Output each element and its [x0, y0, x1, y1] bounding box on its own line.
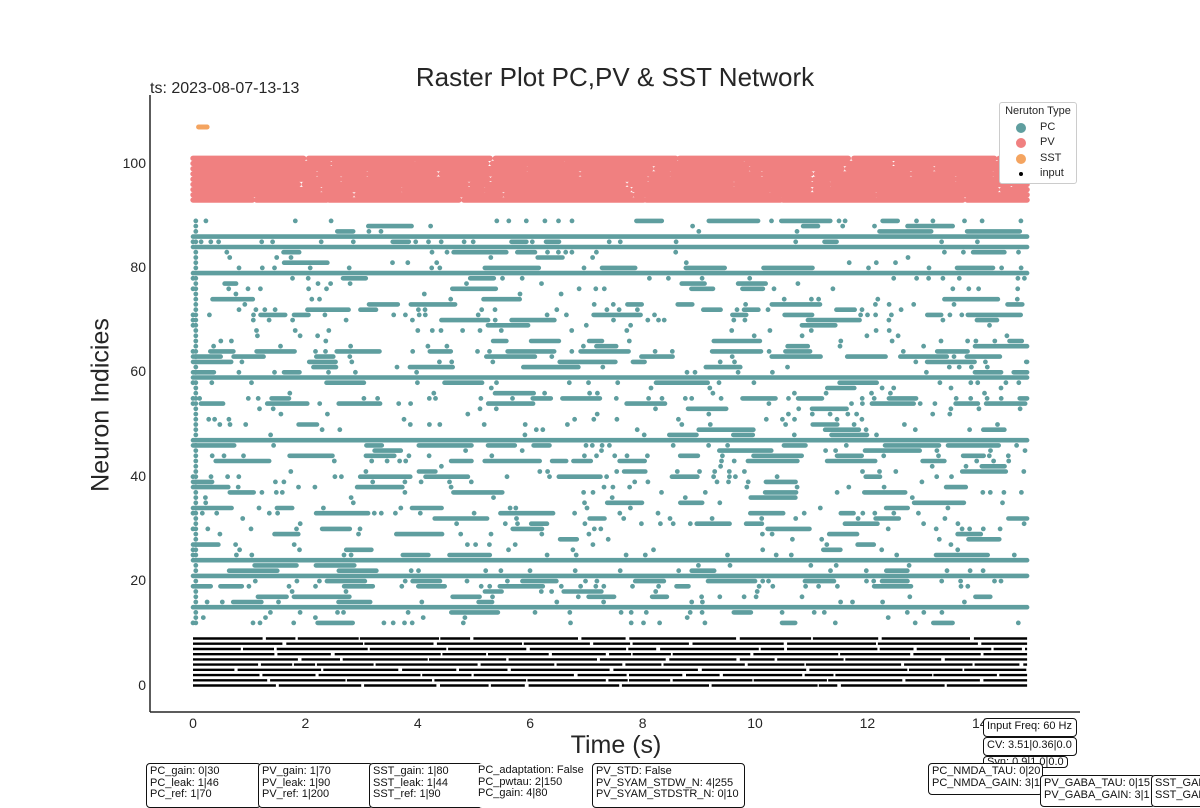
param-line: SST_ref: 1|90	[373, 788, 441, 800]
legend-marker-input	[1019, 172, 1023, 176]
timestamp-label: ts: 2023-08-07-13-13	[150, 80, 300, 97]
param-line: PC_adaptation: False	[478, 764, 584, 776]
param-line: PV_gain: 1|70	[262, 765, 331, 777]
param-line: Syn: 0.9|1.0|0.0	[987, 756, 1064, 768]
legend-title: Neruton Type	[1005, 105, 1071, 117]
y-axis-label: Neuron Indicies	[86, 318, 115, 492]
param-line: SST_GAB	[1155, 777, 1200, 789]
param-line: PC_ref: 1|70	[150, 788, 212, 800]
x-tick-label: 8	[638, 715, 647, 731]
y-tick-label: 40	[130, 467, 146, 484]
y-tick-label: 0	[138, 676, 146, 693]
x-tick-label: 0	[189, 715, 197, 731]
param-line: PC_leak: 1|46	[150, 776, 219, 789]
param-line: PV_leak: 1|90	[262, 776, 331, 789]
legend-marker-sst	[1016, 154, 1026, 164]
x-tick-label: 12	[859, 715, 876, 731]
legend-label-pc: PC	[1040, 121, 1056, 133]
param-line: CV: 3.51|0.36|0.0	[987, 739, 1072, 751]
param-line: SST_GAB	[1155, 788, 1200, 801]
param-line: PV_SYAM_STDSTR_N: 0|10	[596, 788, 739, 800]
x-tick-label: 6	[526, 715, 535, 731]
param-box-nmda: PC_NMDA_TAU: 0|20 PC_NMDA_GAIN: 3|1	[928, 763, 1043, 795]
param-line: SST_gain: 1|80	[373, 765, 449, 777]
legend-label-pv: PV	[1040, 136, 1055, 148]
param-box-adaptation: PC_adaptation: False PC_pwtau: 2|150 PC_ga…	[478, 763, 598, 808]
param-box-cv: CV: 3.51|0.36|0.0	[983, 737, 1077, 756]
legend-label-sst: SST	[1040, 152, 1062, 164]
param-line: PC_pwtau: 2|150	[478, 775, 563, 788]
y-tick-label: 80	[130, 258, 146, 275]
param-line: PC_NMDA_TAU: 0|20	[932, 765, 1041, 777]
param-line: PV_STD: False	[596, 765, 672, 777]
legend-label-input: input	[1040, 167, 1064, 179]
y-tick-label: 100	[122, 154, 146, 171]
param-line: PC_gain: 0|30	[150, 765, 220, 777]
legend: Neruton Type PC PV SST input	[999, 102, 1077, 184]
raster-marks	[190, 124, 1030, 687]
input-spike-row	[193, 637, 1028, 687]
param-line: PC_NMDA_GAIN: 3|1	[932, 776, 1041, 789]
param-line: PV_GABA_GAIN: 3|1	[1044, 788, 1150, 801]
param-box-pv-gaba: PV_GABA_TAU: 0|15 PV_GABA_GAIN: 3|1	[1040, 775, 1155, 807]
x-tick-label: 10	[747, 715, 763, 731]
x-tick-label: 2	[301, 715, 310, 731]
x-axis-label: Time (s)	[570, 731, 662, 759]
legend-marker-pc	[1016, 123, 1026, 133]
param-box-pv-std: PV_STD: False PV_SYAM_STDW_N: 4|255 PV_SYA…	[592, 763, 745, 808]
param-box-input-freq: Input Freq: 60 Hz	[983, 718, 1077, 737]
param-line: PV_ref: 1|200	[262, 788, 330, 800]
param-line: Input Freq: 60 Hz	[987, 720, 1072, 732]
param-box-pc: PC_gain: 0|30 PC_leak: 1|46 PC_ref: 1|70	[146, 763, 261, 808]
param-line: PV_GABA_TAU: 0|15	[1044, 777, 1150, 789]
pv-spike-row	[190, 155, 1030, 203]
x-tick-label: 4	[413, 715, 422, 731]
param-box-sst-gaba: SST_GABSST_GAB	[1151, 775, 1200, 807]
param-line: PC_gain: 4|80	[478, 787, 548, 799]
pc-spike-runs	[190, 218, 1030, 626]
chart-title: Raster Plot PC,PV & SST Network	[415, 62, 815, 92]
legend-marker-pv	[1016, 138, 1026, 148]
param-box-pv: PV_gain: 1|70 PV_leak: 1|90 PV_ref: 1|200	[258, 763, 373, 808]
param-box-sst: SST_gain: 1|80 SST_leak: 1|44 SST_ref: 1|9…	[369, 763, 494, 808]
param-line: SST_leak: 1|44	[373, 776, 449, 789]
pc-spike-dots	[190, 218, 1028, 626]
param-line: PV_SYAM_STDW_N: 4|255	[596, 776, 734, 789]
y-tick-label: 20	[130, 572, 146, 589]
y-tick-label: 60	[130, 363, 146, 380]
